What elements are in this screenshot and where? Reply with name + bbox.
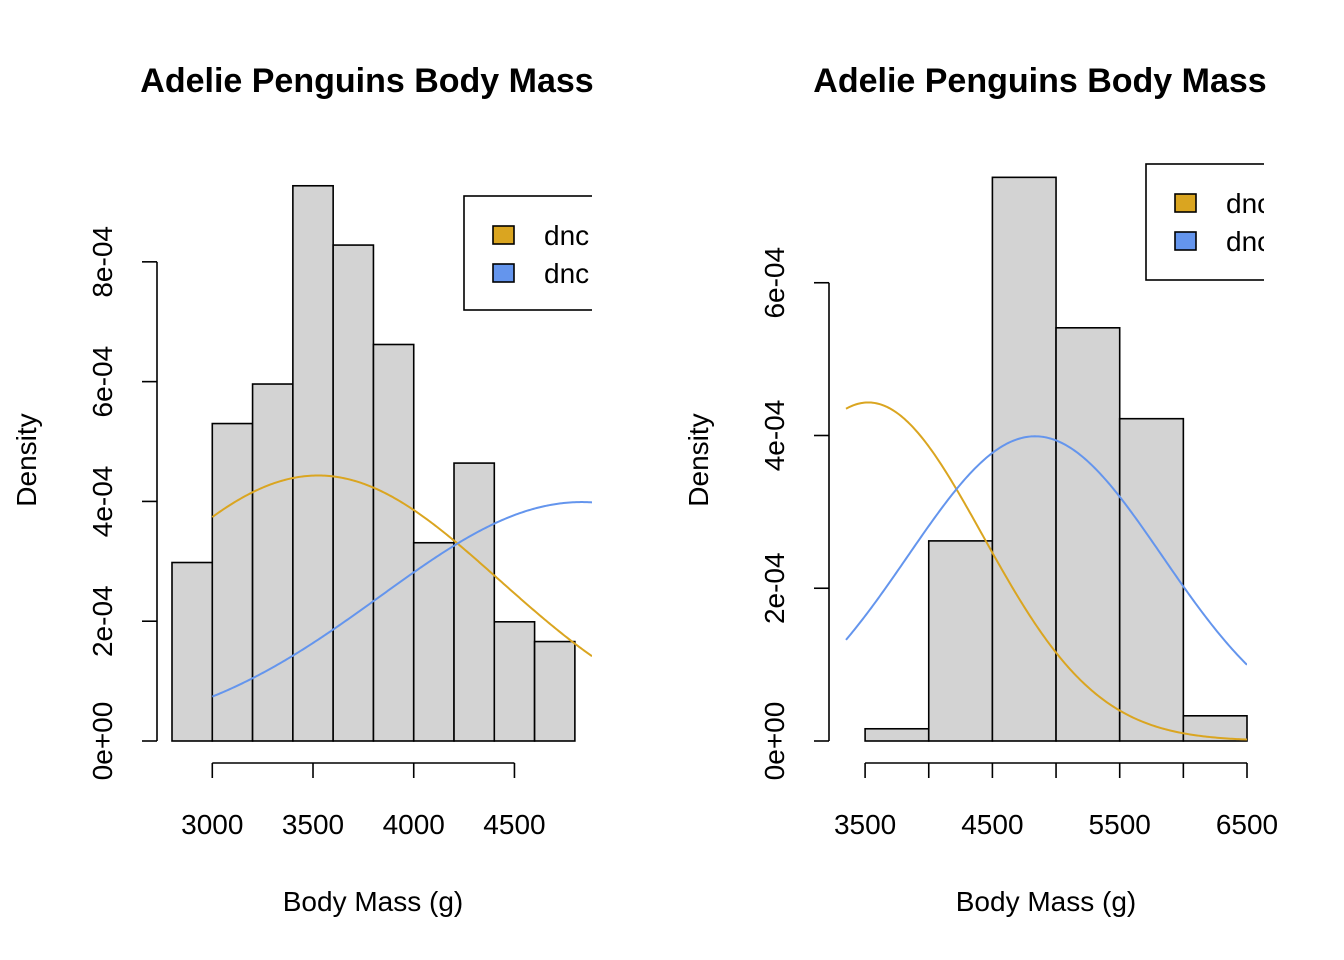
y-tick-label: 6e-04 [87, 346, 118, 418]
legend-swatch [1174, 193, 1197, 213]
density-curve-gold [845, 401, 1247, 741]
histogram-bar [493, 621, 536, 742]
histogram-bar [927, 540, 994, 742]
x-tick-label: 3500 [282, 809, 344, 840]
y-axis-label: Density [683, 413, 714, 506]
y-tick-label: 2e-04 [87, 585, 118, 657]
right-histogram-panel: Adelie Penguins Body Mass 0e+00 2e-04 4e-04… [683, 62, 1278, 917]
histogram-bar [251, 383, 294, 742]
legend-entry-label: dnc [1226, 226, 1271, 257]
histogram-bar [864, 727, 930, 742]
density-curve-gold [211, 474, 592, 658]
x-tick-label: 4000 [383, 809, 445, 840]
histogram-bar [412, 541, 455, 742]
histogram-bar [372, 343, 415, 742]
histogram-bar [292, 184, 334, 742]
density-curve-blue [845, 435, 1247, 666]
legend-box [1145, 163, 1264, 281]
left-histogram-panel: Adelie Penguins Body Mass 0e+00 2e-04 4e-04… [11, 62, 594, 917]
legend: dnc dnc [1145, 163, 1271, 281]
y-tick-label: 8e-04 [87, 226, 118, 298]
x-tick-label: 4500 [961, 809, 1023, 840]
x-axis-label: Body Mass (g) [283, 886, 464, 917]
x-tick-label: 4500 [483, 809, 545, 840]
x-tick-label: 3000 [181, 809, 243, 840]
legend-entry-label: dnc [1226, 188, 1271, 219]
histogram-bar [1055, 327, 1121, 742]
legend-swatch [1174, 231, 1197, 251]
y-tick-label: 4e-04 [87, 466, 118, 538]
y-tick-label: 6e-04 [759, 247, 790, 319]
legend-swatch [492, 225, 515, 245]
y-tick-label: 0e+00 [759, 702, 790, 781]
y-tick-label: 4e-04 [759, 400, 790, 472]
histogram-bar [1118, 417, 1185, 742]
chart-title: Adelie Penguins Body Mass [140, 62, 593, 100]
x-tick-label: 6500 [1216, 809, 1278, 840]
legend-box [463, 195, 592, 311]
histogram-bar [991, 176, 1057, 742]
y-tick-label: 0e+00 [87, 702, 118, 781]
legend-swatch [492, 263, 515, 283]
legend-entry-label: dnc [544, 220, 589, 251]
x-tick-label: 3500 [834, 809, 896, 840]
legend-entry-label: dnc [544, 258, 589, 289]
x-tick-label: 5500 [1089, 809, 1151, 840]
y-tick-label: 2e-04 [759, 552, 790, 624]
histogram-bar [453, 462, 496, 742]
histogram-bar [1182, 714, 1248, 742]
chart-title: Adelie Penguins Body Mass [813, 62, 1266, 100]
legend: dnc dnc [463, 195, 592, 311]
x-axis-label: Body Mass (g) [956, 886, 1137, 917]
density-curve-blue [211, 501, 592, 698]
histogram-bar [332, 244, 375, 742]
histogram-bar [171, 561, 214, 742]
y-axis-label: Density [11, 413, 42, 506]
histogram-bar [533, 640, 576, 742]
